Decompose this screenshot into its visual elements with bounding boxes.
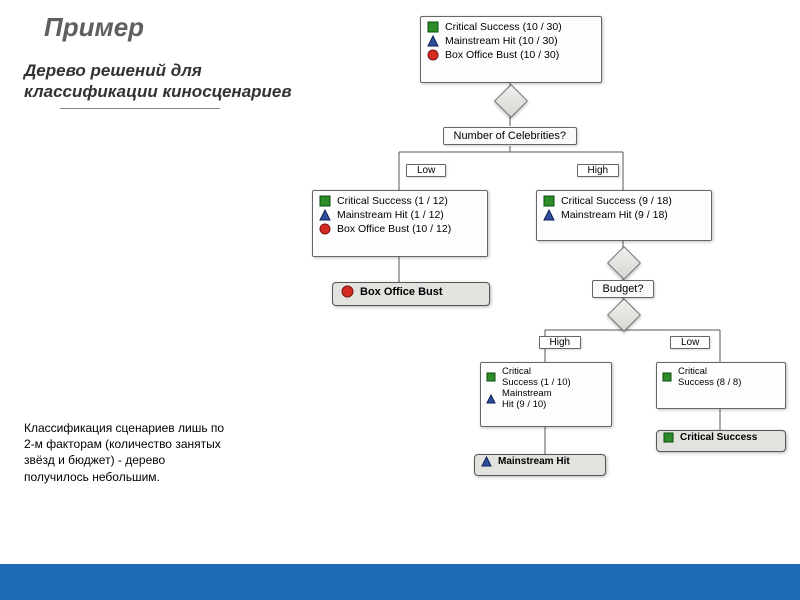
legend-item: CriticalSuccess (1 / 10) (481, 366, 611, 388)
square-icon (663, 432, 674, 443)
legend-item: Box Office Bust (10 / 12) (313, 222, 487, 236)
legend-item: Mainstream Hit (1 / 12) (313, 208, 487, 222)
result-box: Box Office Bust (332, 282, 490, 306)
question-box: Budget? (592, 280, 655, 298)
circle-icon (341, 285, 354, 298)
triangle-icon (486, 394, 496, 404)
legend-item: Critical Success (1 / 12) (313, 194, 487, 208)
square-icon (662, 372, 672, 382)
legend-item: CriticalSuccess (8 / 8) (657, 366, 785, 388)
square-icon (319, 195, 331, 207)
triangle-icon (543, 209, 555, 221)
legend-item: Critical Success (9 / 18) (537, 194, 711, 208)
square-icon (543, 195, 555, 207)
legend-box-budget-high: CriticalSuccess (1 / 10)MainstreamHit (9… (480, 362, 612, 427)
legend-item: MainstreamHit (9 / 10) (481, 388, 611, 410)
square-icon (427, 21, 439, 33)
square-icon (486, 372, 496, 382)
legend-box-low: Critical Success (1 / 12)Mainstream Hit … (312, 190, 488, 257)
legend-item: Box Office Bust (10 / 30) (421, 48, 601, 62)
question-box: Number of Celebrities? (443, 127, 578, 145)
branch-label: Low (406, 164, 446, 177)
footer-bar (0, 564, 800, 600)
circle-icon (427, 49, 439, 61)
legend-item: Mainstream Hit (10 / 30) (421, 34, 601, 48)
branch-label: High (539, 336, 582, 349)
branch-label: High (577, 164, 620, 177)
triangle-icon (427, 35, 439, 47)
circle-icon (319, 223, 331, 235)
result-box: Mainstream Hit (474, 454, 606, 476)
branch-label: Low (670, 336, 710, 349)
triangle-icon (481, 456, 492, 467)
legend-item: Mainstream Hit (9 / 18) (537, 208, 711, 222)
legend-item: Critical Success (10 / 30) (421, 20, 601, 34)
result-box: Critical Success (656, 430, 786, 452)
legend-box-high: Critical Success (9 / 18)Mainstream Hit … (536, 190, 712, 241)
legend-box-root: Critical Success (10 / 30)Mainstream Hit… (420, 16, 602, 83)
triangle-icon (319, 209, 331, 221)
legend-box-budget-low: CriticalSuccess (8 / 8) (656, 362, 786, 409)
